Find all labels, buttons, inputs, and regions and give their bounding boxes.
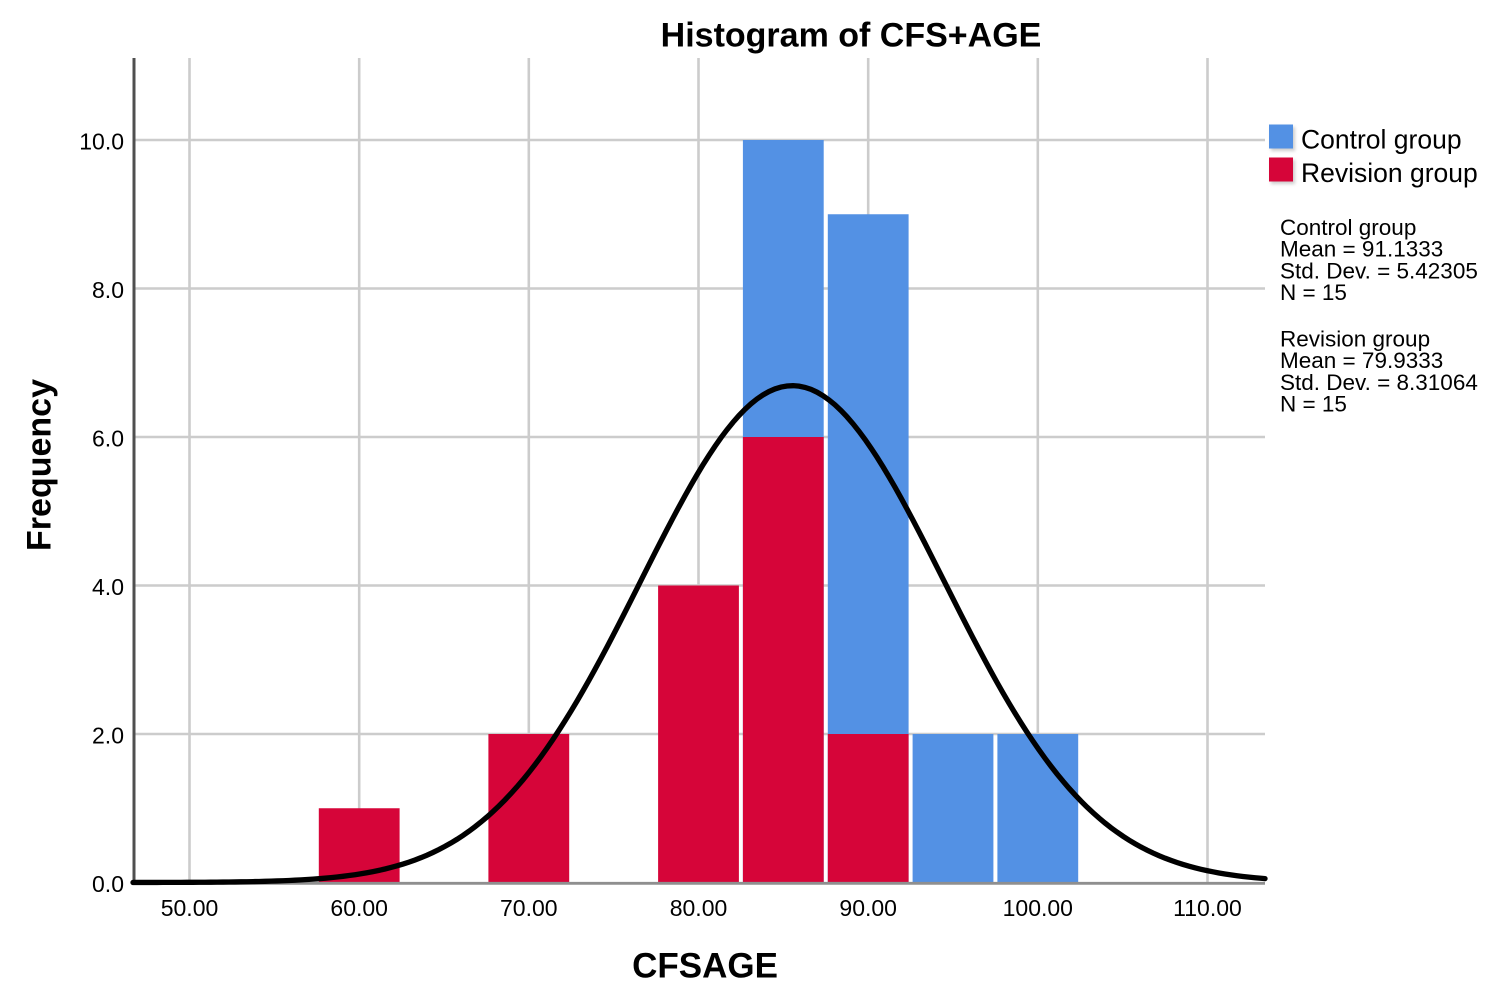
- svg-text:70.00: 70.00: [500, 895, 558, 921]
- svg-text:90.00: 90.00: [839, 895, 897, 921]
- svg-text:110.00: 110.00: [1173, 895, 1242, 921]
- svg-text:Mean = 91.1333: Mean = 91.1333: [1280, 237, 1443, 262]
- svg-text:60.00: 60.00: [330, 895, 388, 921]
- svg-text:Mean = 79.9333: Mean = 79.9333: [1280, 348, 1443, 373]
- svg-text:N = 15: N = 15: [1280, 392, 1347, 417]
- svg-text:Std. Dev. = 8.31064: Std. Dev. = 8.31064: [1280, 370, 1478, 395]
- svg-text:0.0: 0.0: [92, 871, 124, 897]
- svg-text:Control group: Control group: [1301, 125, 1462, 155]
- svg-text:Frequency: Frequency: [21, 379, 59, 551]
- svg-text:Revision group: Revision group: [1301, 158, 1478, 188]
- svg-text:100.00: 100.00: [1003, 895, 1073, 921]
- svg-text:10.0: 10.0: [79, 128, 124, 154]
- svg-text:4.0: 4.0: [92, 574, 124, 600]
- svg-text:Control group: Control group: [1280, 215, 1416, 240]
- svg-text:80.00: 80.00: [670, 895, 728, 921]
- svg-text:Revision group: Revision group: [1280, 327, 1430, 352]
- svg-text:8.0: 8.0: [92, 277, 124, 303]
- svg-text:50.00: 50.00: [161, 895, 219, 921]
- svg-text:6.0: 6.0: [92, 425, 124, 451]
- svg-text:Std. Dev. = 5.42305: Std. Dev. = 5.42305: [1280, 258, 1478, 283]
- svg-text:2.0: 2.0: [92, 722, 124, 748]
- svg-text:CFSAGE: CFSAGE: [632, 947, 778, 986]
- svg-text:Histogram of CFS+AGE: Histogram of CFS+AGE: [661, 17, 1042, 55]
- svg-text:N = 15: N = 15: [1280, 280, 1347, 305]
